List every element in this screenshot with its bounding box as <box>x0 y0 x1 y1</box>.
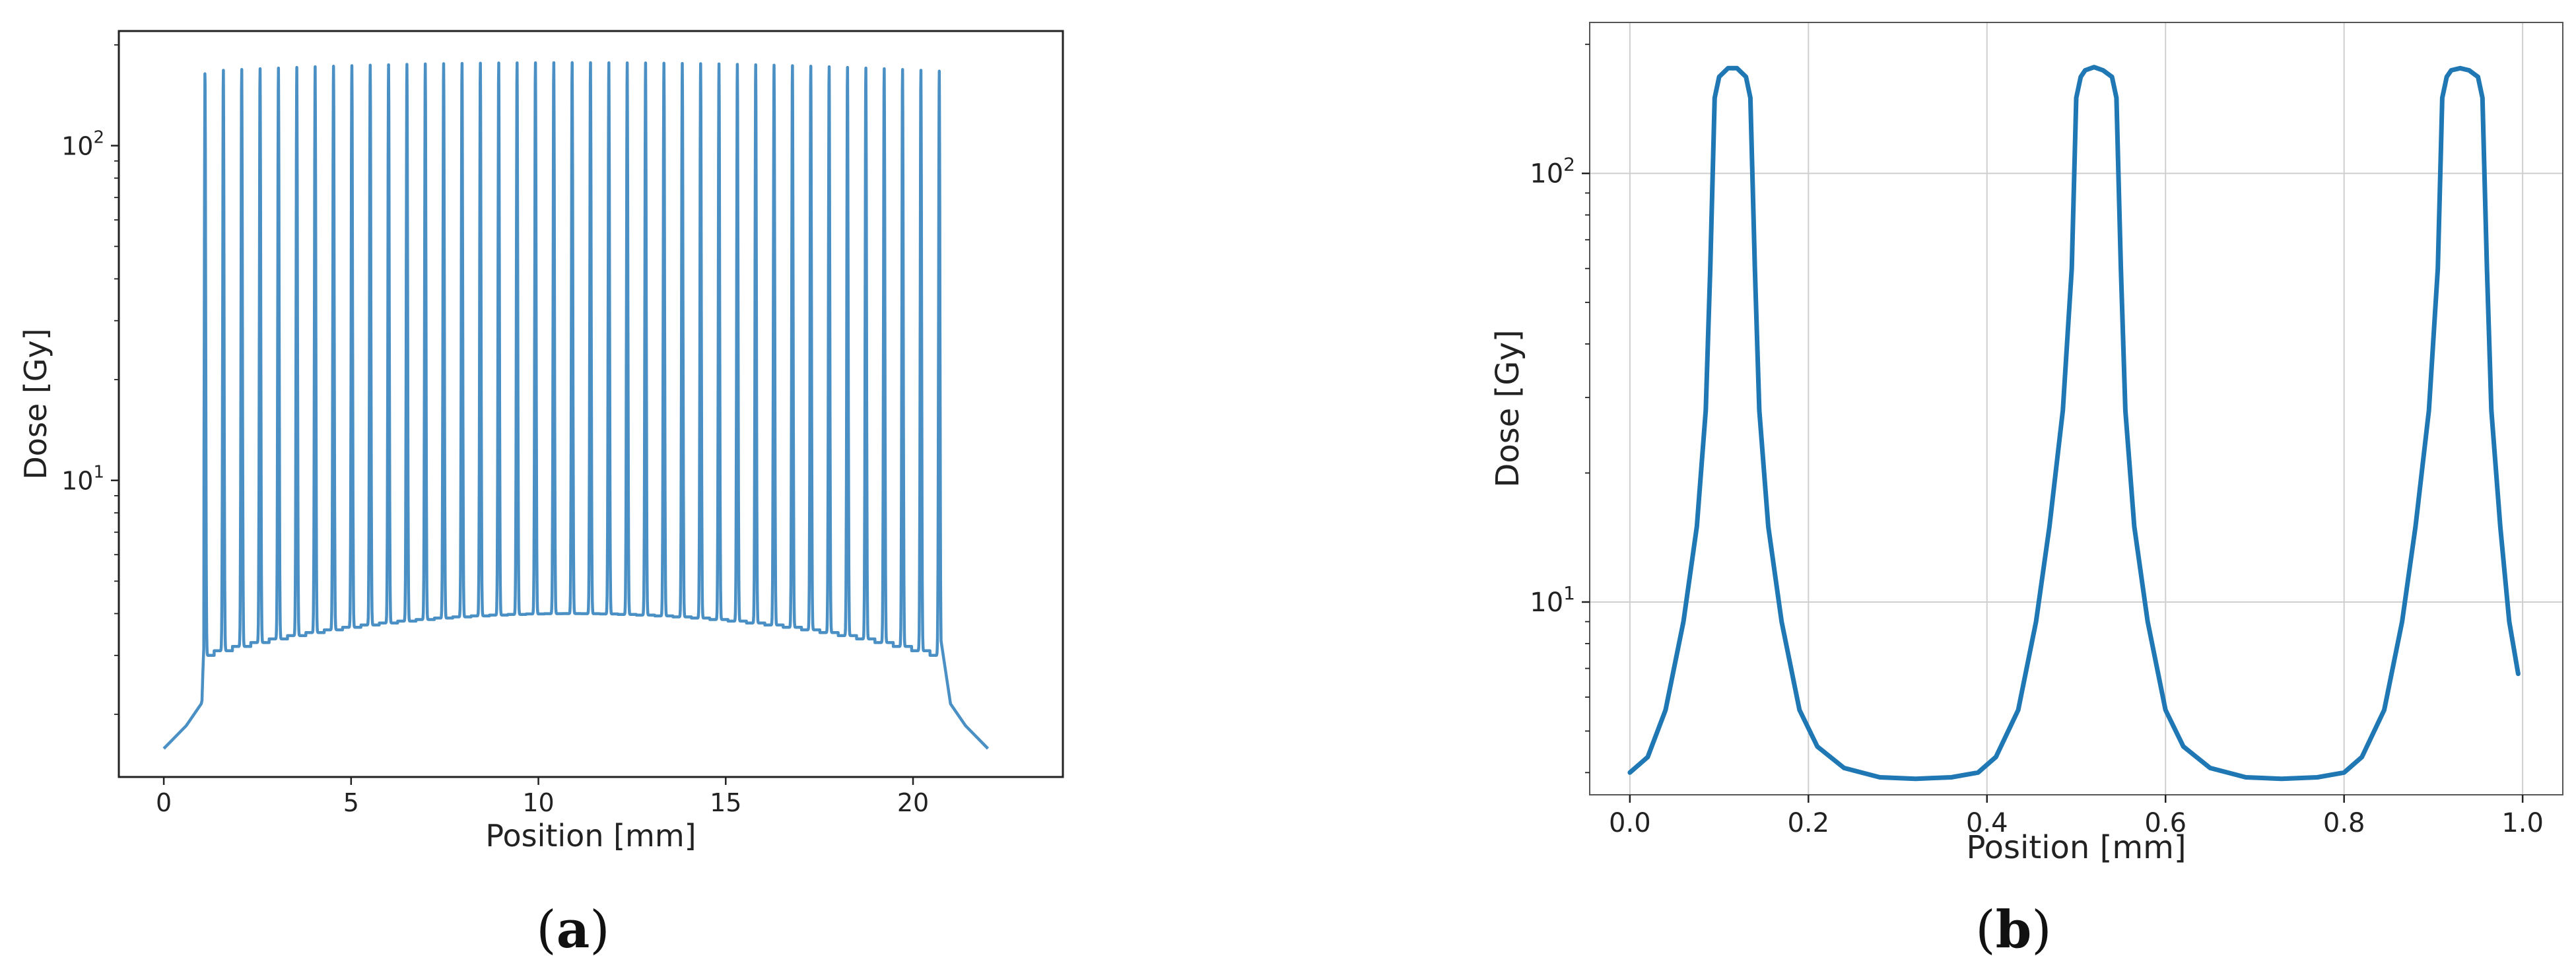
panel-b-caption: (b) <box>1975 900 2051 960</box>
b-x-tick-label: 1.0 <box>2501 808 2544 838</box>
a-x-tick-label: 15 <box>710 788 741 817</box>
a-x-tick-label: 20 <box>897 788 929 817</box>
b-x-tick-label: 0.2 <box>1787 808 1829 838</box>
a-y-tick-base: 10 <box>61 132 93 161</box>
panel-a-plot-frame <box>118 30 1064 778</box>
b-y-tick-exponent: 1 <box>1563 582 1575 604</box>
a-x-tick-label: 0 <box>156 788 172 817</box>
b-y-tick-label: 101 <box>1530 582 1575 618</box>
b-y-tick-base: 10 <box>1530 588 1563 618</box>
b-x-tick-label: 0.8 <box>2323 808 2365 838</box>
panel-b-y-axis-label: Dose [Gy] <box>1489 329 1526 487</box>
a-y-tick-label: 101 <box>61 463 104 496</box>
b-x-tick-label: 0.0 <box>1609 808 1651 838</box>
panel-a-series <box>162 61 990 750</box>
panel-b-x-ticks: 0.0 0.2 0.4 0.6 0.8 1.0 <box>1609 795 2544 838</box>
a-x-tick-label: 5 <box>343 788 359 817</box>
panel-a-y-axis-label: Dose [Gy] <box>18 328 53 479</box>
panel-b-x-axis-label: Position [mm] <box>1966 829 2186 866</box>
panel-a-caption-letter: a <box>557 900 590 960</box>
b-y-tick-exponent: 2 <box>1563 154 1575 176</box>
a-y-tick-exponent: 2 <box>93 128 104 148</box>
b-y-tick-base: 10 <box>1530 159 1563 189</box>
panel-b-series <box>1627 65 2521 782</box>
a-y-tick-exponent: 1 <box>93 463 104 483</box>
panel-b-caption-letter: b <box>1996 900 2032 960</box>
panel-a-caption: (a) <box>536 900 609 960</box>
panel-a-x-axis-label: Position [mm] <box>485 818 696 854</box>
a-y-tick-base: 10 <box>61 467 93 496</box>
a-y-tick-label: 102 <box>61 128 104 161</box>
panel-b-plot-frame <box>1589 22 2563 795</box>
a-x-tick-label: 10 <box>522 788 554 817</box>
b-x-tick-label: 0.4 <box>1966 808 2008 838</box>
panel-b-dose-line <box>1627 65 2521 782</box>
panel-a-x-ticks: 0 5 10 15 20 <box>156 777 929 817</box>
panel-a-dose-line <box>162 61 990 750</box>
b-x-tick-label: 0.6 <box>2144 808 2186 838</box>
b-y-tick-label: 102 <box>1530 154 1575 189</box>
